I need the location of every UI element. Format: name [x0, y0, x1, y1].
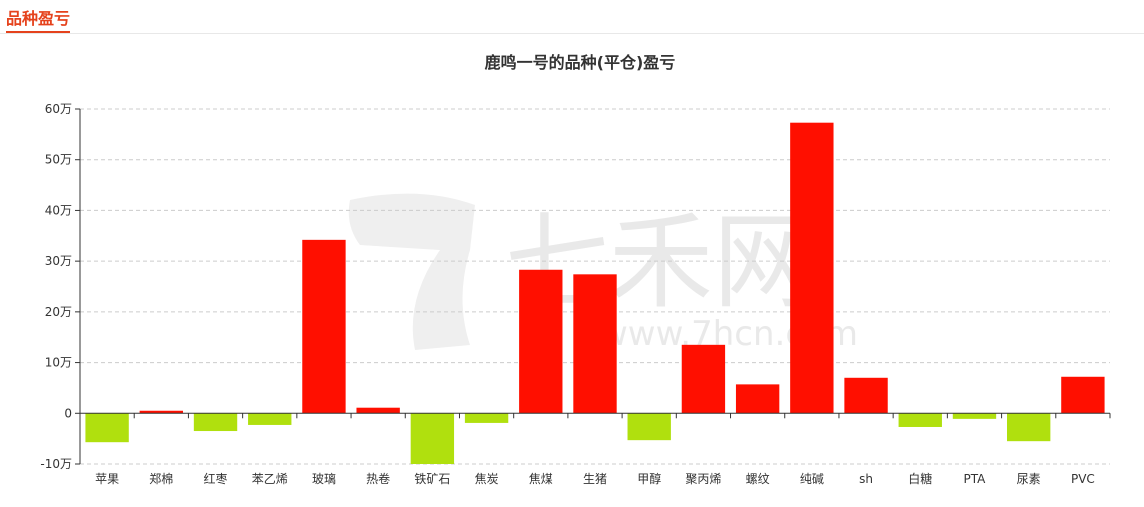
bar-白糖[interactable]	[898, 413, 942, 427]
x-tick-label: PVC	[1071, 472, 1095, 486]
bars	[85, 122, 1105, 464]
x-tick-label: 尿素	[1017, 472, 1041, 486]
chart-title: 鹿鸣一号的品种(平仓)盈亏	[485, 53, 676, 72]
x-tick-label: 苯乙烯	[252, 472, 288, 486]
x-tick-label: 白糖	[908, 471, 932, 486]
bar-尿素[interactable]	[1007, 413, 1051, 442]
y-tick-label: 10万	[45, 356, 72, 370]
x-tick-label: 红枣	[204, 471, 228, 486]
x-tick-label: 焦炭	[475, 472, 499, 486]
bar-聚丙烯[interactable]	[681, 344, 726, 414]
y-tick-label: 40万	[45, 203, 72, 217]
y-tick-label: 20万	[45, 305, 72, 319]
y-tick-label: 30万	[45, 254, 72, 268]
y-tick-label: 60万	[45, 102, 72, 116]
section-title: 品种盈亏	[6, 9, 71, 33]
bar-焦炭[interactable]	[464, 413, 509, 423]
x-tick-label: sh	[859, 472, 873, 486]
section-header: 品种盈亏	[0, 0, 1144, 34]
x-tick-label: 铁矿石	[414, 472, 450, 486]
bar-铁矿石[interactable]	[410, 413, 455, 464]
y-tick-label: -10万	[40, 457, 72, 471]
bar-sh[interactable]	[844, 377, 888, 414]
bar-螺纹[interactable]	[735, 384, 780, 414]
x-tick-label: 纯碱	[800, 472, 824, 486]
bar-热卷[interactable]	[356, 407, 400, 414]
x-tick-label: 甲醇	[637, 471, 661, 486]
bar-玻璃[interactable]	[302, 239, 346, 414]
watermark-logo	[348, 193, 475, 350]
bar-郑棉[interactable]	[139, 410, 183, 414]
x-tick-label: 玻璃	[312, 472, 336, 486]
y-tick-label: 50万	[45, 153, 72, 167]
bar-苹果[interactable]	[85, 413, 129, 443]
bar-生猪[interactable]	[573, 274, 617, 414]
x-tick-label: 生猪	[583, 472, 607, 486]
x-tick-label: PTA	[964, 472, 987, 486]
x-tick-label: 苹果	[95, 472, 119, 486]
bar-纯碱[interactable]	[790, 122, 834, 414]
x-tick-label: 热卷	[366, 471, 390, 486]
bar-焦煤[interactable]	[519, 269, 563, 414]
axes	[79, 109, 1110, 464]
y-axis-ticks: -10万 0 10万 20万 30万 40万 50万 60万	[40, 102, 80, 471]
x-tick-label: 郑棉	[149, 471, 173, 486]
bar-PVC[interactable]	[1061, 376, 1105, 414]
bar-苯乙烯[interactable]	[248, 413, 292, 425]
bar-甲醇[interactable]	[627, 413, 671, 441]
x-tick-label: 螺纹	[746, 472, 770, 486]
y-tick-label: 0	[64, 406, 72, 420]
bar-PTA[interactable]	[952, 413, 997, 419]
x-axis-ticks: 苹果 郑棉 红枣 苯乙烯 玻璃 热卷 铁矿石 焦炭 焦煤 生猪 甲醇 聚丙烯 螺纹 纯碱 sh 白糖 PTA 尿素…	[79, 413, 1111, 486]
x-tick-label: 焦煤	[529, 472, 553, 486]
x-tick-label: 聚丙烯	[685, 472, 721, 486]
bar-红枣[interactable]	[193, 413, 238, 432]
